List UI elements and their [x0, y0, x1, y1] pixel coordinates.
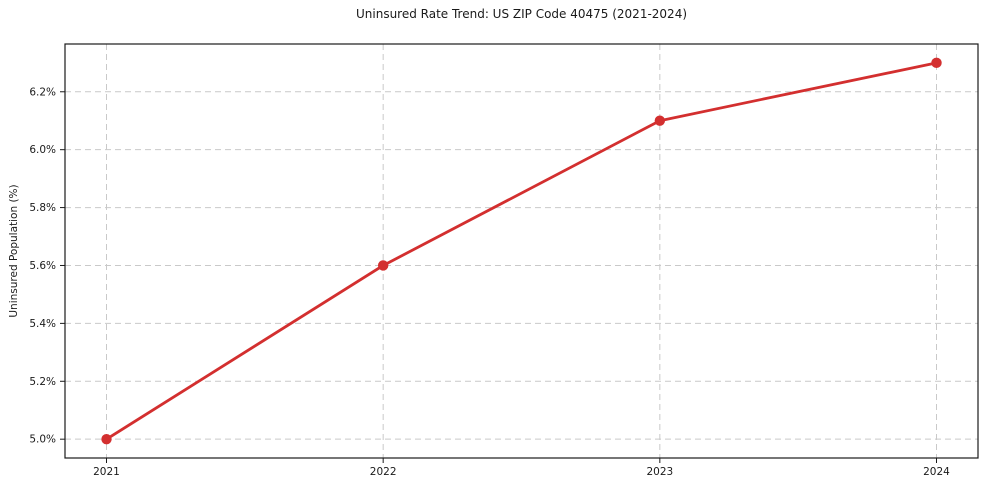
x-axis-tick-label: 2024 — [923, 466, 950, 478]
x-axis-tick-label: 2022 — [370, 466, 397, 478]
data-point-marker — [377, 260, 389, 271]
x-axis-tick-label: 2023 — [646, 466, 673, 478]
data-point-marker — [654, 115, 666, 126]
y-axis-tick-label: 6.2% — [29, 86, 56, 98]
data-line — [105, 61, 938, 441]
y-axis-tick-label: 5.2% — [29, 376, 56, 388]
y-axis-tick-label: 5.8% — [29, 202, 56, 214]
y-axis-tick-label: 6.0% — [29, 144, 56, 156]
y-axis-tick-label: 5.6% — [29, 260, 56, 272]
data-point-marker — [931, 57, 942, 69]
plot-frame — [64, 43, 979, 459]
x-axis-tick-label: 2021 — [93, 466, 120, 478]
data-point-marker — [101, 433, 112, 445]
y-axis-tick-label: 5.0% — [29, 434, 56, 446]
y-axis-tick-label: 5.4% — [29, 318, 56, 330]
chart-title: Uninsured Rate Trend: US ZIP Code 40475 … — [355, 7, 688, 21]
